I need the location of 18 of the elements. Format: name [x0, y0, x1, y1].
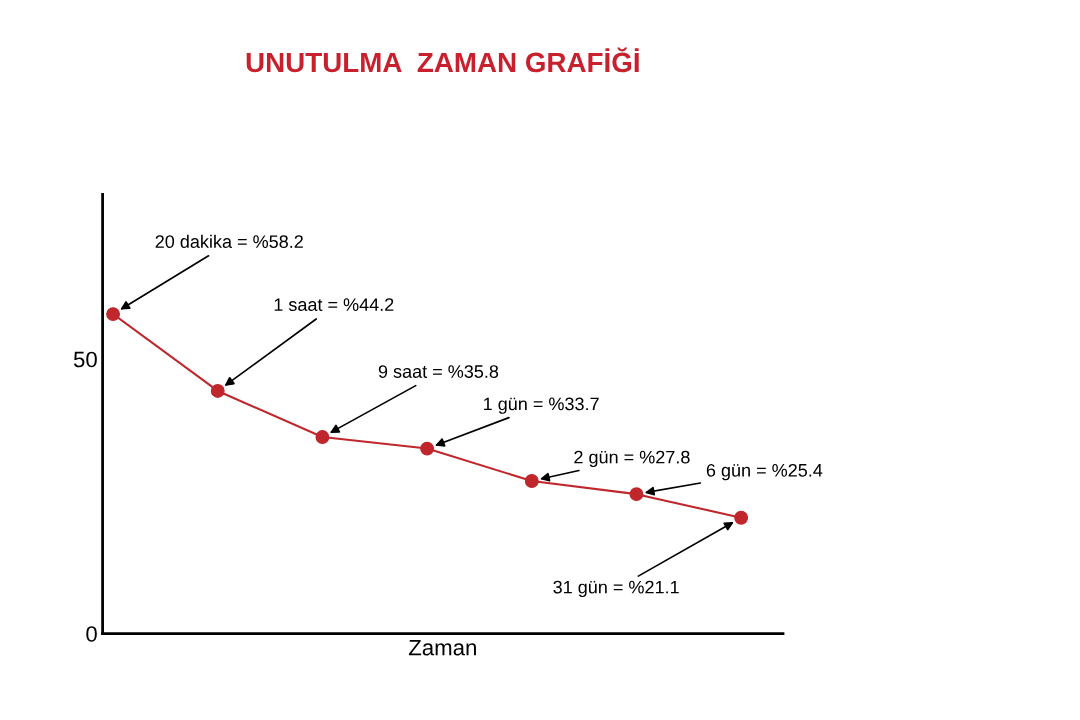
data-label: 1 saat = %44.2 — [274, 298, 394, 311]
point — [315, 430, 330, 445]
point — [524, 474, 539, 488]
x-axis-title: Zaman — [408, 639, 476, 656]
point — [420, 441, 435, 456]
data-label: 9 saat = %35.8 — [378, 365, 499, 378]
data-label: 6 gün = %25.4 — [706, 463, 823, 481]
point — [210, 383, 225, 398]
y-tick-label: 50 — [73, 351, 97, 368]
y-tick-label: 0 — [86, 626, 97, 642]
chart-title: UNUTULMA ZAMAN GRAFİĞİ — [246, 47, 639, 73]
data-label: 1 gün = %33.7 — [484, 397, 599, 414]
point — [734, 510, 749, 525]
data-label: 31 gün = %21.1 — [553, 580, 679, 598]
point — [106, 307, 121, 322]
point — [629, 487, 644, 502]
data-label: 2 gün = %27.8 — [574, 450, 690, 468]
data-label: 20 dakika = %58.2 — [155, 234, 303, 249]
